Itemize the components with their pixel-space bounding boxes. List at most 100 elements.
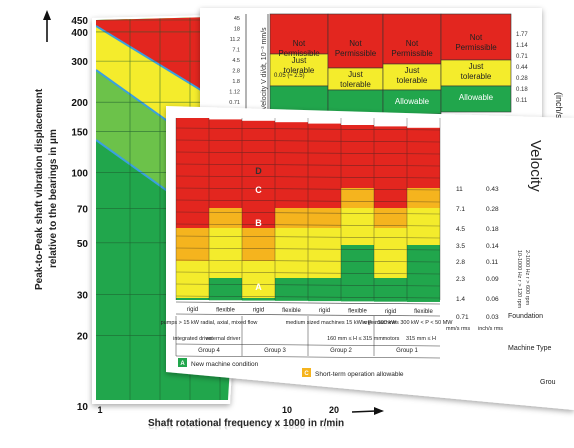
severity-left-value: 1.12: [229, 90, 240, 96]
velocity-zone-c-cell: [242, 228, 275, 261]
severity-left-value: 7.1: [232, 48, 240, 54]
velocity-inch-value: 0.06: [486, 296, 499, 303]
displacement-ylabel-1: Peak-to-Peak shaft vibration displacemen…: [34, 88, 45, 290]
displacement-y-tick: 50: [77, 239, 89, 250]
x-arrow-head: [374, 407, 384, 415]
legend-text: New machine condition: [191, 361, 259, 368]
velocity-mm-value: 1.4: [456, 296, 465, 303]
displacement-y-tick: 30: [77, 291, 89, 302]
severity-red-cell: [382, 13, 442, 65]
velocity-zone-b-cell: [308, 228, 341, 278]
machine-group-name: Group 3: [264, 348, 286, 354]
severity-yellow-cell: [440, 59, 512, 87]
velocity-zone-a-cell: [209, 278, 242, 301]
machine-group-drive: 315 mm ≤ H: [406, 336, 436, 342]
severity-bottom-label: Allowable: [459, 93, 494, 102]
velocity-inch-value: 0.18: [486, 226, 499, 233]
severity-left-value: 45: [234, 16, 240, 22]
velocity-zone-a-cell: [242, 298, 275, 301]
severity-left-value: 2.8: [232, 69, 240, 75]
severity-red-cell: [440, 13, 512, 61]
velocity-zone-label: B: [255, 218, 262, 228]
group-label: Grou: [540, 379, 556, 386]
velocity-zone-d-cell: [374, 126, 407, 208]
severity-right-value: 0.44: [516, 65, 528, 71]
severity-right-value: 1.77: [516, 32, 528, 38]
severity-left-value: 0.71: [229, 100, 240, 106]
severity-right-label: (inch/s): [554, 92, 564, 122]
severity-mid-label: Just tolerable: [340, 70, 371, 89]
velocity-mm-value: 4.5: [456, 226, 465, 233]
machine-group-name: Group 4: [198, 348, 220, 354]
displacement-y-tick: 20: [77, 332, 89, 343]
velocity-support-label: rigid: [253, 308, 264, 314]
reflection: Shaft rotational frequency x 1000 in r/m…: [0, 408, 574, 448]
severity-left-value: 11.2: [230, 37, 240, 43]
severity-top-label: Not Permissible: [391, 39, 433, 58]
severity-green-cell: [382, 89, 442, 115]
velocity-zone-a-cell: [374, 278, 407, 302]
velocity-zone-d-cell: [176, 118, 209, 228]
velocity-mm-value: 7.1: [456, 206, 465, 213]
severity-left-value: 4.5: [232, 58, 240, 64]
velocity-zone-a-cell: [176, 298, 209, 300]
displacement-xlabel: Shaft rotational frequency x 1000 in r/m…: [148, 418, 344, 429]
severity-right-value: 1.14: [516, 43, 528, 49]
velocity-support-label: rigid: [319, 308, 330, 314]
severity-mid-label: Just tolerable: [461, 62, 492, 81]
machine-group-drive: integrated driver: [173, 336, 213, 342]
severity-top-label: Not Permissible: [278, 39, 320, 58]
velocity-support-label: flexible: [216, 307, 235, 313]
displacement-y-tick: 10: [77, 402, 89, 413]
velocity-support-label: flexible: [348, 309, 367, 315]
severity-left-value: 18: [234, 27, 240, 33]
velocity-mm-value: 11: [456, 186, 463, 193]
velocity-zone-c-cell: [407, 188, 440, 208]
velocity-zone-a-cell: [407, 245, 440, 302]
machine-group-desc: medium sized machines 15 kW < P ≤ 300 kW: [286, 320, 397, 326]
legend-swatch: [178, 358, 187, 367]
x-arrow: [351, 410, 377, 413]
displacement-y-tick: 70: [77, 205, 89, 216]
y-arrow-head: [43, 10, 51, 20]
velocity-zone-label: C: [255, 185, 262, 195]
foundation-label: Foundation: [508, 313, 543, 320]
severity-right-value: 0.28: [516, 76, 528, 82]
velocity-zone-b-cell: [176, 261, 209, 298]
severity-right-value: 0.18: [516, 87, 528, 93]
velocity-zone-c-cell: [209, 208, 242, 228]
velocity-title: Velocity: [527, 140, 544, 192]
severity-ylabel: Velocity V di/dt, 10⁻³ mm/s: [261, 27, 268, 110]
velocity-zone-b-cell: [341, 208, 374, 245]
velocity-side-note-1: 2-1000 Hz r > 600 rpm: [524, 250, 530, 306]
velocity-inch-value: 0.03: [486, 314, 499, 321]
severity-green-cell: [440, 85, 512, 113]
severity-bottom-label: Allowable: [395, 97, 430, 106]
legend-swatch: [302, 368, 311, 377]
velocity-side-note-2: 10-1000 Hz r > 120 rpm: [516, 250, 522, 309]
velocity-zone-b-cell: [374, 228, 407, 278]
displacement-x-tick: 10: [282, 405, 292, 415]
machine-group-name: Group 1: [396, 348, 418, 354]
severity-mid-label: Just tolerable: [284, 56, 315, 75]
velocity-zone-b-cell: [242, 261, 275, 298]
displacement-y-tick: 400: [71, 28, 88, 39]
displacement-ylabel-2: relative to the bearings in μm: [48, 129, 59, 268]
velocity-zone-c-cell: [341, 188, 374, 208]
legend-key: C: [304, 371, 309, 377]
severity-red-cell: [269, 13, 329, 55]
velocity-mm-value: 2.3: [456, 276, 465, 283]
velocity-zone-d-cell: [209, 119, 242, 208]
velocity-inch-value: 0.28: [486, 206, 499, 213]
severity-note: 0.05 (≈ 2.5): [274, 73, 305, 79]
velocity-zone-b-cell: [209, 228, 242, 278]
displacement-y-tick: 300: [71, 57, 88, 68]
displacement-x-tick: 1: [97, 405, 102, 415]
severity-yellow-cell: [269, 53, 329, 87]
severity-top-label: Not Permissible: [335, 39, 377, 58]
displacement-y-tick: 150: [71, 127, 88, 138]
severity-right-value: 0.71: [516, 54, 528, 60]
velocity-zone-d-cell: [341, 125, 374, 188]
velocity-inch-value: 0.43: [486, 186, 499, 193]
velocity-zone-c-cell: [374, 208, 407, 228]
